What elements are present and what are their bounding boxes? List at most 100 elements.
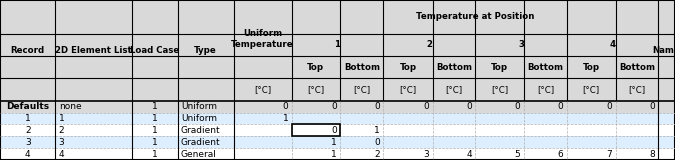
Bar	[616, 34, 658, 56]
Text: Top: Top	[400, 63, 416, 72]
Bar	[567, 113, 616, 124]
Bar	[340, 113, 383, 124]
Bar	[55, 113, 132, 124]
Bar	[383, 136, 433, 148]
Bar	[55, 101, 132, 113]
Bar	[433, 136, 475, 148]
Bar	[433, 56, 475, 78]
Bar	[658, 34, 675, 56]
Bar	[340, 34, 383, 56]
Text: [°C]: [°C]	[446, 85, 462, 94]
Bar	[234, 113, 292, 124]
Text: 2D Element List: 2D Element List	[55, 46, 132, 55]
Bar	[132, 148, 178, 160]
Text: 7: 7	[606, 150, 612, 159]
Bar	[234, 0, 292, 34]
Text: Top: Top	[491, 63, 508, 72]
Text: 3: 3	[59, 138, 65, 147]
Text: Name: Name	[653, 46, 675, 55]
Text: 0: 0	[331, 102, 337, 111]
Bar	[524, 56, 567, 78]
Bar	[524, 124, 567, 136]
Bar	[567, 148, 616, 160]
Text: 0: 0	[331, 126, 337, 135]
Bar	[616, 56, 658, 78]
Text: Top: Top	[307, 63, 325, 72]
Text: 6: 6	[558, 150, 564, 159]
Bar	[340, 56, 383, 78]
Bar	[234, 148, 292, 160]
Bar	[475, 124, 524, 136]
Text: 5: 5	[514, 150, 520, 159]
Bar	[475, 101, 524, 113]
Text: 3: 3	[423, 150, 429, 159]
Bar	[132, 101, 178, 113]
Text: 0: 0	[374, 138, 380, 147]
Bar	[475, 148, 524, 160]
Bar	[616, 0, 658, 34]
Bar	[0, 56, 55, 78]
Text: 4: 4	[466, 150, 472, 159]
Bar	[658, 101, 675, 113]
Bar	[383, 56, 433, 78]
Text: 0: 0	[558, 102, 564, 111]
Text: 1: 1	[152, 102, 158, 111]
Text: 2: 2	[59, 126, 64, 135]
Bar	[383, 113, 433, 124]
Bar	[567, 34, 616, 56]
Bar	[524, 148, 567, 160]
Bar	[292, 148, 340, 160]
Text: 1: 1	[331, 150, 337, 159]
Text: 1: 1	[282, 114, 288, 123]
Bar	[383, 148, 433, 160]
Text: [°C]: [°C]	[583, 85, 600, 94]
Text: 0: 0	[374, 102, 380, 111]
Text: [°C]: [°C]	[491, 85, 508, 94]
Text: Load Case: Load Case	[130, 46, 180, 55]
Text: Gradient: Gradient	[181, 126, 221, 135]
Bar	[567, 101, 616, 113]
Bar	[433, 0, 475, 34]
Text: 4: 4	[25, 150, 30, 159]
Bar	[616, 101, 658, 113]
Bar	[55, 124, 132, 136]
Text: none: none	[59, 102, 82, 111]
Bar	[567, 78, 616, 101]
Text: 1: 1	[59, 114, 65, 123]
Bar	[234, 136, 292, 148]
Bar	[475, 78, 524, 101]
Bar	[132, 56, 178, 78]
Bar	[178, 0, 234, 34]
Text: 0: 0	[423, 102, 429, 111]
Text: Bottom: Bottom	[527, 63, 564, 72]
Text: [°C]: [°C]	[353, 85, 371, 94]
Bar	[292, 101, 340, 113]
Text: Top: Top	[583, 63, 600, 72]
Bar	[292, 124, 340, 136]
Bar	[132, 34, 178, 56]
Bar	[292, 0, 340, 34]
Bar	[340, 124, 383, 136]
Bar	[340, 148, 383, 160]
Bar	[433, 101, 475, 113]
Bar	[524, 78, 567, 101]
Bar	[475, 56, 524, 78]
Bar	[55, 136, 132, 148]
Bar	[340, 101, 383, 113]
Bar	[658, 148, 675, 160]
Bar	[292, 78, 340, 101]
Text: Defaults: Defaults	[6, 102, 49, 111]
Bar	[658, 136, 675, 148]
Bar	[340, 136, 383, 148]
Bar	[132, 78, 178, 101]
Bar	[383, 0, 433, 34]
Bar	[524, 101, 567, 113]
Bar	[658, 56, 675, 78]
Text: Bottom: Bottom	[619, 63, 655, 72]
Bar	[524, 136, 567, 148]
Bar	[658, 113, 675, 124]
Text: 2: 2	[25, 126, 30, 135]
Bar	[178, 136, 234, 148]
Bar	[178, 113, 234, 124]
Text: Uniform: Uniform	[181, 102, 217, 111]
